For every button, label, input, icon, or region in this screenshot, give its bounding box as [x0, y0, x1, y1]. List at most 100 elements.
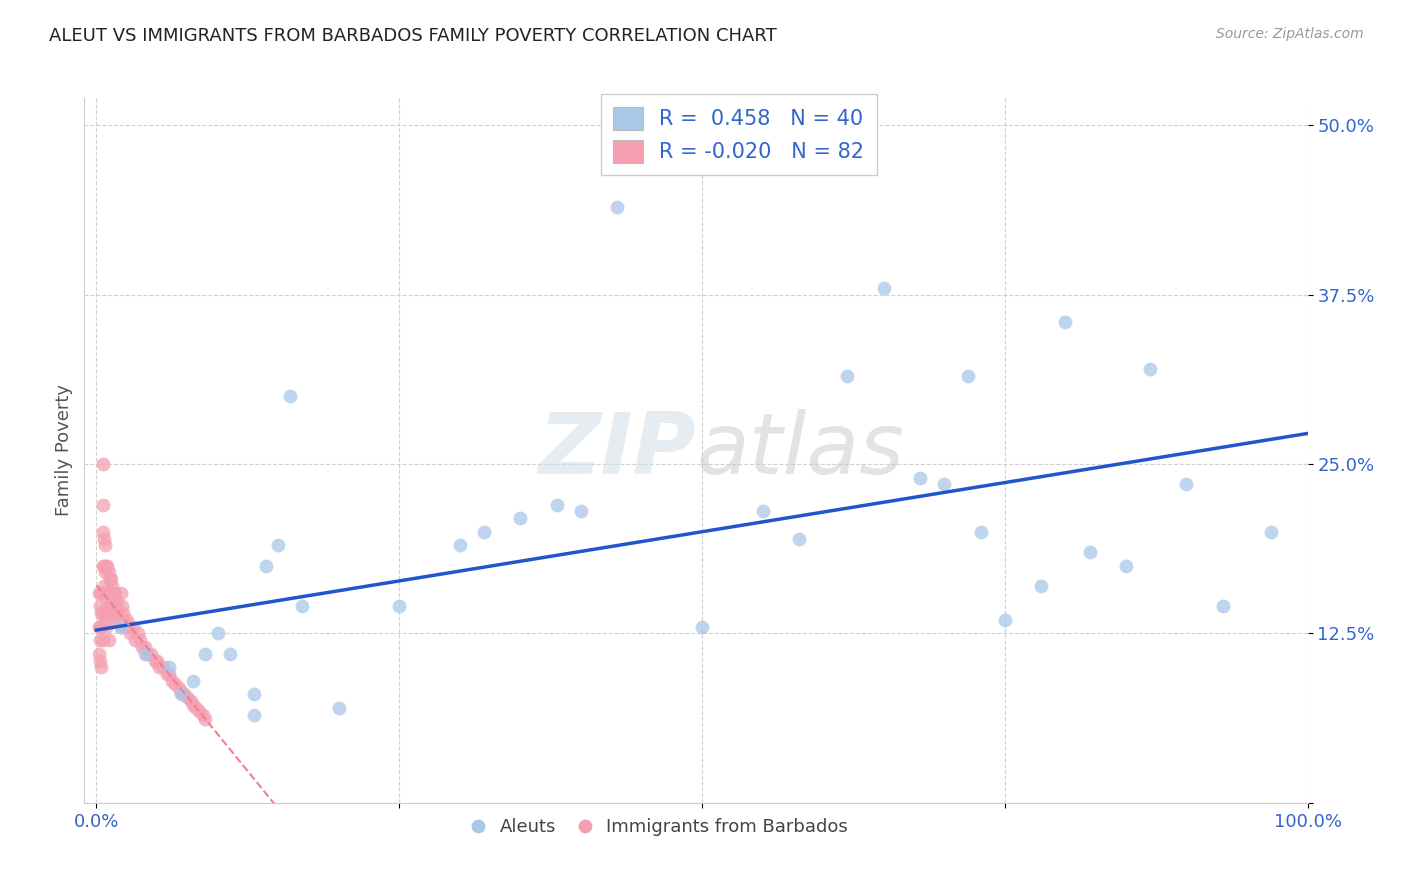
- Point: [908, 470, 931, 484]
- Point: [93, 532, 115, 546]
- Point: [173, 687, 195, 701]
- Point: [934, 477, 956, 491]
- Point: [91, 606, 114, 620]
- Point: [157, 660, 180, 674]
- Point: [170, 684, 193, 698]
- Point: [1029, 579, 1052, 593]
- Point: [606, 200, 628, 214]
- Point: [873, 281, 896, 295]
- Point: [176, 690, 198, 705]
- Point: [108, 613, 131, 627]
- Point: [143, 653, 166, 667]
- Legend: Aleuts, Immigrants from Barbados: Aleuts, Immigrants from Barbados: [463, 811, 855, 843]
- Point: [291, 599, 314, 614]
- Point: [278, 389, 301, 403]
- Point: [957, 368, 980, 383]
- Point: [120, 626, 142, 640]
- Point: [1139, 362, 1161, 376]
- Point: [160, 673, 183, 688]
- Point: [97, 566, 120, 580]
- Point: [157, 667, 180, 681]
- Point: [1212, 599, 1234, 614]
- Point: [117, 619, 139, 633]
- Point: [969, 524, 991, 539]
- Point: [110, 619, 132, 633]
- Point: [569, 504, 592, 518]
- Point: [180, 694, 202, 708]
- Point: [509, 511, 531, 525]
- Point: [94, 566, 117, 580]
- Point: [98, 572, 121, 586]
- Point: [101, 579, 124, 593]
- Point: [94, 538, 117, 552]
- Point: [96, 586, 118, 600]
- Point: [112, 606, 135, 620]
- Point: [152, 660, 174, 674]
- Point: [91, 558, 114, 573]
- Point: [167, 681, 190, 695]
- Point: [90, 619, 112, 633]
- Point: [218, 647, 240, 661]
- Point: [100, 572, 122, 586]
- Point: [131, 640, 153, 654]
- Point: [207, 626, 229, 640]
- Point: [104, 586, 127, 600]
- Point: [127, 626, 149, 640]
- Point: [91, 633, 114, 648]
- Point: [104, 613, 127, 627]
- Point: [110, 619, 132, 633]
- Text: ZIP: ZIP: [538, 409, 696, 492]
- Point: [388, 599, 411, 614]
- Point: [751, 504, 773, 518]
- Point: [449, 538, 471, 552]
- Point: [97, 606, 120, 620]
- Point: [837, 368, 859, 383]
- Point: [103, 586, 125, 600]
- Point: [87, 647, 110, 661]
- Point: [91, 586, 114, 600]
- Point: [111, 599, 134, 614]
- Point: [184, 701, 207, 715]
- Point: [112, 613, 135, 627]
- Point: [1078, 545, 1101, 559]
- Point: [194, 647, 217, 661]
- Point: [97, 586, 120, 600]
- Point: [170, 687, 193, 701]
- Point: [105, 599, 128, 614]
- Point: [97, 633, 120, 648]
- Point: [1260, 524, 1282, 539]
- Point: [89, 633, 111, 648]
- Point: [94, 586, 117, 600]
- Point: [96, 558, 118, 573]
- Point: [183, 673, 205, 688]
- Point: [1115, 558, 1137, 573]
- Point: [91, 457, 114, 471]
- Point: [93, 579, 115, 593]
- Point: [165, 676, 187, 690]
- Point: [994, 613, 1017, 627]
- Point: [90, 606, 112, 620]
- Point: [90, 586, 112, 600]
- Point: [146, 653, 169, 667]
- Point: [87, 619, 110, 633]
- Point: [156, 667, 179, 681]
- Text: ALEUT VS IMMIGRANTS FROM BARBADOS FAMILY POVERTY CORRELATION CHART: ALEUT VS IMMIGRANTS FROM BARBADOS FAMILY…: [49, 27, 778, 45]
- Point: [98, 599, 121, 614]
- Text: atlas: atlas: [696, 409, 904, 492]
- Point: [690, 619, 713, 633]
- Point: [89, 653, 111, 667]
- Point: [191, 707, 214, 722]
- Point: [134, 640, 156, 654]
- Point: [267, 538, 290, 552]
- Point: [110, 586, 132, 600]
- Point: [89, 619, 111, 633]
- Point: [243, 687, 266, 701]
- Point: [472, 524, 495, 539]
- Point: [183, 698, 205, 713]
- Point: [91, 524, 114, 539]
- Point: [107, 606, 129, 620]
- Point: [115, 613, 138, 627]
- Point: [254, 558, 277, 573]
- Point: [96, 619, 118, 633]
- Point: [94, 613, 117, 627]
